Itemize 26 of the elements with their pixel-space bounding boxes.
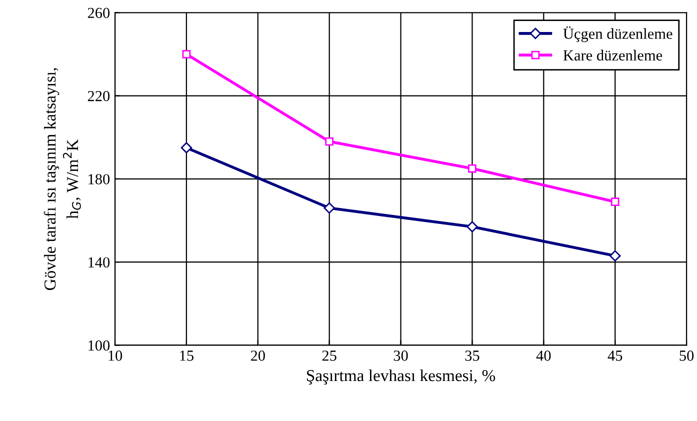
legend-label: Üçgen düzenleme <box>563 26 672 42</box>
point <box>609 250 621 262</box>
x-tick-label: 10 <box>108 350 122 361</box>
point <box>180 142 192 154</box>
x-tick-label: 35 <box>465 350 480 361</box>
legend-label: Kare düzenleme <box>563 50 662 61</box>
point <box>468 164 476 173</box>
y-tick-label: 180 <box>88 174 110 184</box>
y-axis-title: Gövde tarafı ısı taşınım katsayısı, h$_{G}$, W/m$^{2}$K <box>44 68 81 290</box>
x-tick-label: 25 <box>322 350 336 361</box>
point <box>324 202 335 214</box>
x-tick-label: 40 <box>536 350 551 361</box>
y-tick-label: 100 <box>88 340 110 351</box>
x-tick-label: 20 <box>250 350 265 361</box>
x-tick-label: 30 <box>394 350 408 361</box>
y-tick-label: 260 <box>88 8 110 18</box>
point <box>466 221 478 232</box>
x-tick-label: 15 <box>180 350 194 361</box>
y-tick-label: 140 <box>88 257 110 268</box>
point <box>325 137 334 146</box>
y-tick-label: 220 <box>88 90 110 102</box>
point <box>182 50 191 58</box>
x-tick-label: 45 <box>608 350 622 361</box>
x-tick-label: 50 <box>680 350 694 361</box>
x-axis-title: Şaşırtma levhası kesmesi, % <box>307 369 496 385</box>
point <box>610 198 620 206</box>
